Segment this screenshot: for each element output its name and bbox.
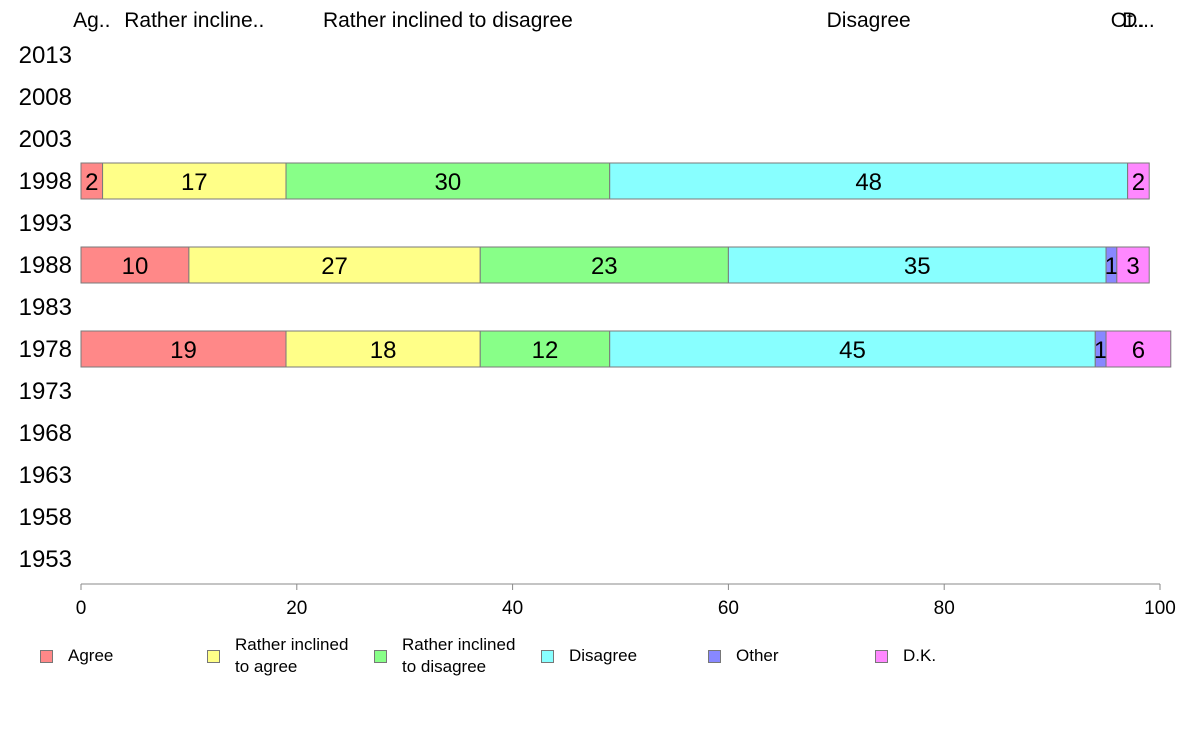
legend-label: Rather inclined to agree (235, 635, 349, 676)
x-tick-label: 60 (718, 598, 739, 619)
y-tick-label: 1958 (19, 504, 72, 531)
x-tick-label: 0 (76, 598, 87, 619)
legend-swatch (875, 649, 888, 663)
legend-label: Agree (68, 646, 114, 665)
top-series-label: Ag.. (73, 9, 110, 32)
legend-item: Rather inclined to agree (207, 634, 348, 678)
data-label: 1 (1105, 253, 1118, 280)
legend-item: Disagree (541, 634, 637, 678)
data-label: 6 (1132, 337, 1145, 364)
bar-segment (80, 246, 190, 284)
data-label: 30 (435, 169, 462, 196)
data-label: 35 (904, 253, 931, 280)
top-series-label: D... (1122, 9, 1155, 32)
y-tick-label: 1988 (19, 252, 72, 279)
bar-segment (1127, 162, 1150, 200)
data-label: 48 (855, 169, 882, 196)
data-label: 10 (122, 253, 149, 280)
legend-item: Other (708, 634, 779, 678)
y-tick-label: 1978 (19, 336, 72, 363)
x-tick-label: 40 (502, 598, 523, 619)
bar-segment (609, 162, 1129, 200)
data-label: 2 (1132, 169, 1145, 196)
y-tick-label: 1963 (19, 462, 72, 489)
y-tick-label: 1968 (19, 420, 72, 447)
bar-segment (285, 162, 611, 200)
top-series-label: Ot.. (1111, 9, 1145, 32)
y-tick-label: 1973 (19, 378, 72, 405)
legend-swatch (708, 649, 721, 663)
legend-swatch (541, 649, 554, 663)
top-series-label: Rather incline.. (124, 9, 264, 32)
data-label: 19 (170, 337, 197, 364)
data-label: 18 (370, 337, 397, 364)
legend-label: Other (736, 646, 779, 665)
legend-item: Rather inclined to disagree (374, 634, 515, 678)
data-label: 23 (591, 253, 618, 280)
data-label: 12 (532, 337, 559, 364)
legend-swatch (374, 649, 387, 663)
bar-segment (727, 246, 1107, 284)
legend-swatch (40, 649, 53, 663)
y-tick-label: 1998 (19, 168, 72, 195)
bar-segment (1105, 330, 1172, 368)
data-label: 2 (85, 169, 98, 196)
y-tick-label: 2003 (19, 126, 72, 153)
y-tick-label: 1983 (19, 294, 72, 321)
bar-segment (1116, 246, 1150, 284)
top-series-label: Rather inclined to disagree (323, 9, 573, 32)
x-tick-label: 80 (934, 598, 955, 619)
legend-label: D.K. (903, 646, 937, 665)
legend-item: D.K. (875, 634, 936, 678)
data-label: 27 (321, 253, 348, 280)
legend-label: Rather inclined to disagree (402, 635, 516, 676)
x-tick-label: 20 (286, 598, 307, 619)
top-series-label: Disagree (827, 9, 911, 32)
legend-label: Disagree (569, 646, 638, 665)
bar-segment (102, 162, 287, 200)
bar-segment (188, 246, 481, 284)
data-label: 17 (181, 169, 208, 196)
stacked-bar-chart: 2013200820031998199319881983197819731968… (19, 9, 1176, 619)
legend-item: Agree (40, 634, 113, 678)
y-tick-label: 2008 (19, 84, 72, 111)
data-label: 3 (1126, 253, 1139, 280)
y-tick-label: 2013 (19, 42, 72, 69)
bar-segment (479, 246, 729, 284)
bar-segment (285, 330, 481, 368)
data-label: 45 (839, 337, 866, 364)
data-label: 1 (1094, 337, 1107, 364)
y-tick-label: 1993 (19, 210, 72, 237)
bar-segment (479, 330, 611, 368)
y-tick-label: 1953 (19, 546, 72, 573)
legend-swatch (207, 649, 220, 663)
bar-segment (609, 330, 1096, 368)
x-tick-label: 100 (1144, 598, 1176, 619)
